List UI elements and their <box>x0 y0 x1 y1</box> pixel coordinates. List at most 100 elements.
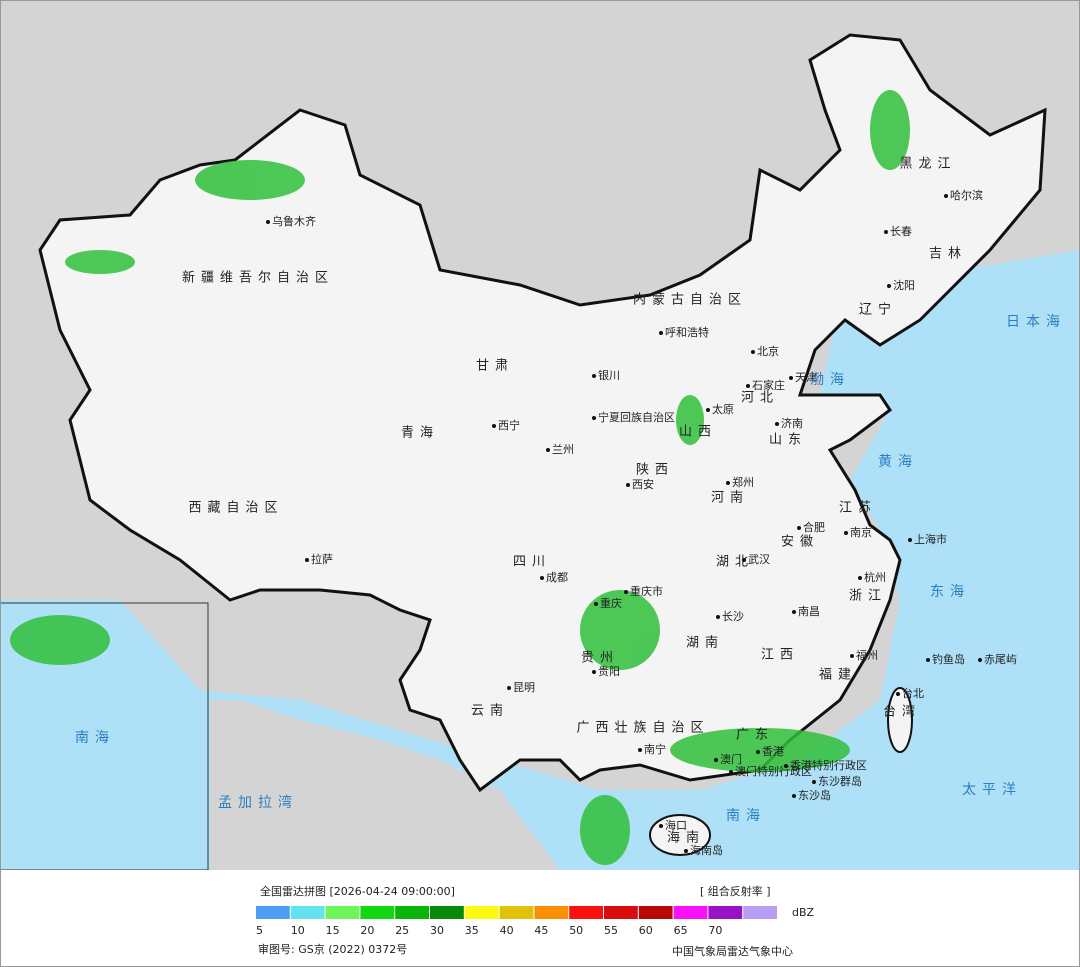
legend-tick-label: 5 <box>256 924 263 937</box>
city-label: 济南 <box>781 416 803 430</box>
city-dot <box>792 610 796 614</box>
region-label: 陕西 <box>636 463 674 478</box>
region-label: 河北 <box>741 391 779 406</box>
city-dot <box>659 331 663 335</box>
city-label: 东沙群岛 <box>818 774 862 788</box>
legend-swatch <box>464 906 499 919</box>
city-label: 上海市 <box>914 532 947 546</box>
city-dot <box>884 230 888 234</box>
region-label: 辽宁 <box>859 302 897 318</box>
city-dot <box>746 384 750 388</box>
region-label: 西藏自治区 <box>188 501 283 516</box>
city-dot <box>789 376 793 380</box>
china-outline <box>38 33 1047 793</box>
city-label: 东沙岛 <box>798 788 831 802</box>
region-label: 福建 <box>819 668 857 683</box>
legend-tick-label: 15 <box>326 924 340 937</box>
city-dot <box>714 758 718 762</box>
sea-label: 黄海 <box>878 453 918 470</box>
legend-tick-label: 50 <box>569 924 583 937</box>
sea-label: 南海 <box>75 730 115 746</box>
city-dot <box>887 284 891 288</box>
city-label: 钓鱼岛 <box>932 652 965 666</box>
city-label: 福州 <box>856 648 878 662</box>
city-dot <box>756 750 760 754</box>
region-label: 广西壮族自治区 <box>576 720 709 736</box>
city-label: 重庆 <box>600 596 622 610</box>
echo <box>870 90 910 170</box>
city-label: 西宁 <box>498 418 520 432</box>
sea-label: 南海 <box>726 808 766 824</box>
legend-tick-label: 35 <box>465 924 479 937</box>
city-label: 长春 <box>890 225 912 238</box>
city-label: 成都 <box>546 571 568 584</box>
city-dot <box>850 654 854 658</box>
echo <box>580 590 660 670</box>
city-label: 南宁 <box>644 742 666 756</box>
city-label: 香港特别行政区 <box>790 758 867 772</box>
legend-swatch <box>604 906 638 919</box>
city-dot <box>716 615 720 619</box>
legend-swatch <box>499 906 534 919</box>
city-label: 郑州 <box>732 475 754 489</box>
legend-tick-label: 20 <box>360 924 374 937</box>
region-label: 青海 <box>401 426 439 441</box>
city-label: 北京 <box>757 344 779 358</box>
city-label: 石家庄 <box>752 378 785 392</box>
city-label: 台北 <box>902 686 924 700</box>
approval-number: 审图号: GS京 (2022) 0372号 <box>258 942 407 956</box>
city-label: 长沙 <box>722 610 744 623</box>
legend-tick-label: 40 <box>500 924 514 937</box>
region-label: 浙江 <box>849 589 887 604</box>
legend-swatch <box>673 906 708 919</box>
legend-swatch <box>743 906 777 919</box>
legend-swatch <box>569 906 603 919</box>
echo <box>676 395 704 445</box>
city-dot <box>726 481 730 485</box>
region-label: 广东 <box>736 728 774 743</box>
product: [ 组合反射率 ] <box>700 884 771 898</box>
city-dot <box>792 794 796 798</box>
legend-tick-label: 60 <box>639 924 653 937</box>
city-label: 重庆市 <box>630 584 663 598</box>
city-dot <box>594 602 598 606</box>
city-label: 南昌 <box>798 605 820 618</box>
city-dot <box>638 748 642 752</box>
sea-label: 日本海 <box>1006 314 1066 330</box>
city-dot <box>797 526 801 530</box>
city-label: 昆明 <box>513 681 535 694</box>
city-dot <box>266 220 270 224</box>
region-label: 四川 <box>513 555 551 570</box>
legend-unit: dBZ <box>792 906 815 919</box>
city-dot <box>858 576 862 580</box>
city-dot <box>626 483 630 487</box>
city-label: 天津 <box>795 371 817 384</box>
legend-swatch <box>360 906 395 919</box>
city-dot <box>775 422 779 426</box>
legend-swatch <box>290 906 325 919</box>
city-label: 贵阳 <box>598 665 620 678</box>
region-label: 甘肃 <box>476 359 514 374</box>
city-dot <box>729 770 733 774</box>
city-dot <box>844 531 848 535</box>
legend-tick-label: 10 <box>291 924 305 937</box>
city-dot <box>684 849 688 853</box>
legend-swatch <box>256 906 290 919</box>
city-dot <box>706 408 710 412</box>
city-label: 西安 <box>632 477 654 491</box>
city-label: 拉萨 <box>311 552 333 566</box>
sea-label: 孟加拉湾 <box>218 794 298 811</box>
echo <box>10 615 110 665</box>
city-dot <box>926 658 930 662</box>
region-label: 山西 <box>679 425 717 440</box>
city-label: 澳门特别行政区 <box>735 764 812 778</box>
region-label: 海南 <box>667 830 705 846</box>
city-label: 哈尔滨 <box>950 188 983 202</box>
city-label: 南京 <box>850 525 872 539</box>
city-label: 沈阳 <box>893 278 915 292</box>
city-label: 海南岛 <box>690 843 723 857</box>
region-label: 河南 <box>711 490 749 506</box>
city-label: 香港 <box>762 745 784 758</box>
legend-swatch <box>708 906 743 919</box>
